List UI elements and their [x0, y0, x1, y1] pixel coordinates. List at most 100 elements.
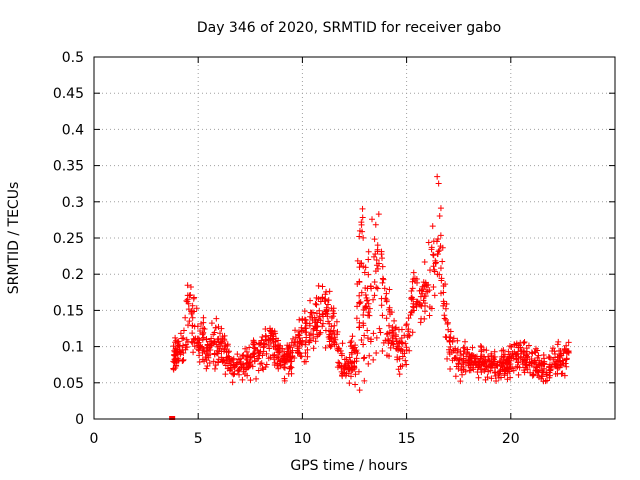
data-point: [477, 342, 484, 349]
data-point: [374, 248, 381, 255]
data-point: [442, 305, 449, 312]
data-point: [326, 320, 333, 327]
data-point: [366, 352, 373, 359]
data-point: [235, 367, 242, 374]
data-point: [346, 354, 353, 361]
data-point: [422, 293, 429, 300]
data-point: [399, 362, 406, 369]
data-point: [416, 301, 423, 308]
data-point: [430, 252, 437, 259]
data-point: [409, 278, 416, 285]
data-point: [431, 292, 438, 299]
data-point: [295, 331, 302, 338]
data-point: [315, 282, 322, 289]
data-point: [360, 263, 367, 270]
data-point: [320, 320, 327, 327]
data-point: [301, 358, 308, 365]
data-point: [434, 235, 441, 242]
data-point: [224, 355, 231, 362]
data-point: [346, 380, 353, 387]
data-point: [221, 336, 228, 343]
data-point: [370, 296, 377, 303]
data-point: [222, 362, 229, 369]
data-point: [314, 319, 321, 326]
data-point: [360, 341, 367, 348]
data-point: [303, 329, 310, 336]
data-point: [442, 281, 449, 288]
data-point: [497, 366, 504, 373]
data-point: [334, 364, 341, 371]
data-point: [191, 323, 198, 330]
data-point: [332, 336, 339, 343]
data-point: [352, 371, 359, 378]
data-point: [370, 253, 377, 260]
data-point: [500, 360, 507, 367]
data-point: [236, 356, 243, 363]
data-point: [364, 334, 371, 341]
data-point: [461, 338, 468, 345]
data-point: [304, 346, 311, 353]
data-point: [358, 221, 365, 228]
data-point: [325, 297, 332, 304]
data-point: [328, 305, 335, 312]
data-point: [339, 340, 346, 347]
data-point: [212, 362, 219, 369]
data-point: [445, 346, 452, 353]
data-point: [403, 321, 410, 328]
data-point: [208, 320, 215, 327]
data-point: [442, 316, 449, 323]
data-point: [247, 353, 254, 360]
y-tick-label: 0.2: [62, 267, 84, 283]
data-point: [555, 338, 562, 345]
data-point: [287, 354, 294, 361]
data-point: [452, 354, 459, 361]
data-point: [360, 234, 367, 241]
data-point: [379, 255, 386, 262]
data-point: [536, 367, 543, 374]
data-point: [286, 365, 293, 372]
data-point: [397, 347, 404, 354]
data-point: [262, 363, 269, 370]
data-point: [454, 337, 461, 344]
data-point: [396, 339, 403, 346]
data-point: [528, 349, 535, 356]
data-point: [351, 344, 358, 351]
y-tick-label: 0.4: [62, 122, 84, 138]
data-point: [435, 248, 442, 255]
data-point: [274, 346, 281, 353]
data-point: [421, 300, 428, 307]
data-point: [211, 350, 218, 357]
data-point: [488, 375, 495, 382]
data-point: [561, 346, 568, 353]
data-point: [379, 263, 386, 270]
data-point: [351, 358, 358, 365]
data-point: [361, 332, 368, 339]
data-point: [306, 322, 313, 329]
data-point: [175, 338, 182, 345]
data-point: [379, 347, 386, 354]
data-point: [563, 356, 570, 363]
data-point: [476, 361, 483, 368]
data-point: [393, 345, 400, 352]
data-point: [447, 343, 454, 350]
data-point: [259, 365, 266, 372]
data-point: [412, 277, 419, 284]
data-point: [190, 349, 197, 356]
data-point: [361, 269, 368, 276]
data-point: [230, 371, 237, 378]
data-point: [369, 216, 376, 223]
data-point: [309, 309, 316, 316]
data-point: [509, 350, 516, 357]
data-point: [261, 341, 268, 348]
data-point: [450, 335, 457, 342]
axis-ticks: 0 5 10 15 20 0 0.05 0.1 0.15 0.2 0.25 0.3 0.35 0.4 0.4…: [53, 50, 615, 447]
data-point: [436, 247, 443, 254]
data-point: [487, 360, 494, 367]
data-point: [527, 369, 534, 376]
data-point: [385, 336, 392, 343]
data-point: [429, 223, 436, 230]
data-point: [395, 366, 402, 373]
data-point: [265, 355, 272, 362]
data-point: [403, 361, 410, 368]
data-point: [366, 305, 373, 312]
